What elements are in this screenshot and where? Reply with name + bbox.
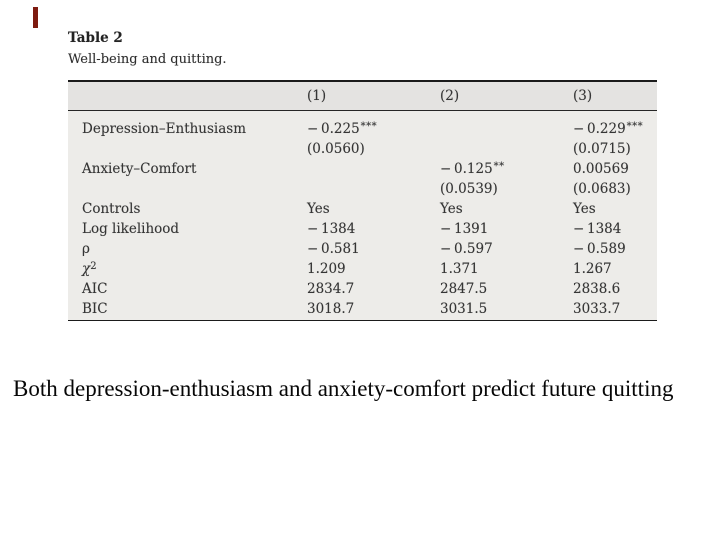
row-controls: Controls Yes Yes Yes <box>82 199 657 219</box>
col-header-2: (2) <box>440 88 460 104</box>
row-label: AIC <box>82 281 108 297</box>
se-cell: (0.0683) <box>573 181 631 197</box>
stat-cell: Yes <box>307 201 330 217</box>
significance-stars: ** <box>493 161 505 172</box>
stat-cell: 2838.6 <box>573 281 621 297</box>
stat-cell: − 1391 <box>440 221 489 237</box>
regression-table: (1) (2) (3) Depression–Enthusiasm − 0.22… <box>68 80 657 321</box>
col-header-3: (3) <box>573 88 593 104</box>
table-header-row: (1) (2) (3) <box>68 82 657 111</box>
col-header-1: (1) <box>307 88 327 104</box>
row-chi-squared: χ2 1.209 1.371 1.267 <box>82 259 657 279</box>
empty-cell <box>440 119 573 141</box>
row-label: ρ <box>82 241 90 257</box>
se-cell: (0.0560) <box>307 141 365 157</box>
stat-cell: − 0.581 <box>307 241 360 257</box>
coef-cell: − 0.229*** <box>573 121 644 137</box>
stat-cell: − 1384 <box>573 221 622 237</box>
slide-caption: Both depression-enthusiasm and anxiety-c… <box>13 376 674 401</box>
coef-cell: − 0.225*** <box>307 121 378 137</box>
table-title: Table 2 <box>68 30 123 46</box>
row-label: Controls <box>82 201 141 217</box>
stat-cell: 3031.5 <box>440 301 488 317</box>
empty-cell <box>82 179 307 199</box>
row-label: BIC <box>82 301 108 317</box>
stat-cell: 1.209 <box>307 261 346 277</box>
empty-cell <box>82 139 307 159</box>
stat-cell: 3033.7 <box>573 301 621 317</box>
stat-cell: Yes <box>440 201 463 217</box>
table-2-figure: Table 2 Well-being and quitting. (1) (2)… <box>68 30 657 321</box>
row-label-chi-squared: χ2 <box>82 261 97 277</box>
row-rho: ρ − 0.581 − 0.597 − 0.589 <box>82 239 657 259</box>
significance-stars: *** <box>626 121 644 132</box>
empty-cell <box>440 139 573 159</box>
stat-cell: Yes <box>573 201 596 217</box>
se-cell: (0.0539) <box>440 181 498 197</box>
table-body: Depression–Enthusiasm − 0.225*** − 0.229… <box>68 111 657 320</box>
se-cell: (0.0715) <box>573 141 631 157</box>
stat-cell: 1.371 <box>440 261 479 277</box>
coef-cell: 0.00569 <box>573 161 629 177</box>
row-aic: AIC 2834.7 2847.5 2838.6 <box>82 279 657 299</box>
stat-cell: 2847.5 <box>440 281 488 297</box>
empty-cell <box>307 179 440 199</box>
row-bic: BIC 3018.7 3031.5 3033.7 <box>82 299 657 319</box>
slide-accent-bar <box>33 7 38 28</box>
col-header-empty <box>82 87 307 106</box>
stat-cell: 2834.7 <box>307 281 355 297</box>
table-subtitle: Well-being and quitting. <box>68 52 227 67</box>
row-depression-se: (0.0560) (0.0715) <box>82 139 657 159</box>
row-depression-enthusiasm: Depression–Enthusiasm − 0.225*** − 0.229… <box>82 119 657 139</box>
row-anxiety-se: (0.0539) (0.0683) <box>82 179 657 199</box>
significance-stars: *** <box>360 121 378 132</box>
stat-cell: − 0.589 <box>573 241 626 257</box>
row-log-likelihood: Log likelihood − 1384 − 1391 − 1384 <box>82 219 657 239</box>
stat-cell: − 1384 <box>307 221 356 237</box>
row-label: Depression–Enthusiasm <box>82 121 247 137</box>
row-label: Log likelihood <box>82 221 180 237</box>
stat-cell: 1.267 <box>573 261 612 277</box>
row-anxiety-comfort: Anxiety–Comfort − 0.125** 0.00569 <box>82 159 657 179</box>
row-label: Anxiety–Comfort <box>82 161 197 177</box>
stat-cell: − 0.597 <box>440 241 493 257</box>
stat-cell: 3018.7 <box>307 301 355 317</box>
empty-cell <box>307 159 440 181</box>
coef-cell: − 0.125** <box>440 161 505 177</box>
